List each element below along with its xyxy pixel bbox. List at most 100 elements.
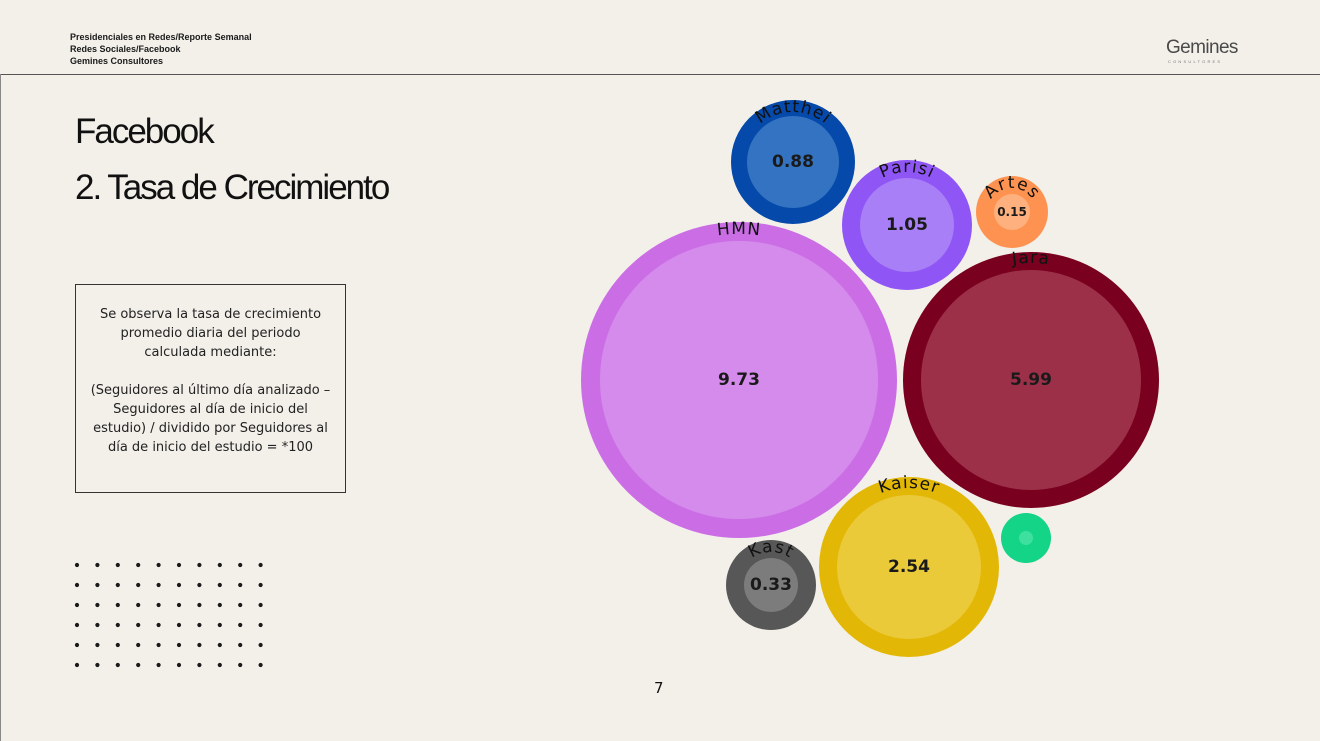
- decor-dot: [197, 602, 202, 608]
- header-divider: [0, 74, 1320, 75]
- decor-dot: [74, 582, 80, 588]
- decor-dot: [156, 642, 161, 648]
- decor-dot: [197, 622, 202, 628]
- decor-dot: [176, 642, 182, 648]
- page-title: Facebook 2. Tasa de Crecimiento: [75, 104, 390, 216]
- bubble-value-label: 0.33: [750, 575, 792, 595]
- decor-dot: [156, 582, 161, 588]
- decor-dot: [238, 622, 243, 628]
- title-metric: 2. Tasa de Crecimiento: [75, 168, 390, 207]
- decor-dot: [176, 562, 182, 568]
- title-network: Facebook: [75, 112, 215, 151]
- bubble-value-label: 9.73: [718, 370, 760, 390]
- report-header: Presidenciales en Redes/Reporte Semanal …: [70, 31, 252, 67]
- bubble-inner-circle: [994, 194, 1030, 230]
- decor-dot: [176, 662, 182, 668]
- bubble-value-label: 5.99: [1010, 370, 1052, 390]
- bubble-name-label: Jara: [1010, 248, 1051, 270]
- decor-dot: [115, 622, 120, 628]
- decor-dot: [136, 622, 141, 628]
- decor-dot: [217, 622, 222, 628]
- decor-dot: [115, 562, 120, 568]
- bubble-value-label: 1.05: [886, 215, 928, 235]
- bubble-unlabeled: [1001, 513, 1051, 563]
- decor-dot: [217, 662, 222, 668]
- header-line-company: Gemines Consultores: [70, 56, 164, 66]
- header-line-network: Redes Sociales/Facebook: [70, 44, 181, 54]
- decor-dot: [95, 562, 100, 568]
- decor-dot: [74, 562, 80, 568]
- decor-dot: [197, 642, 202, 648]
- note-intro: Se observa la tasa de crecimiento promed…: [99, 307, 322, 360]
- header-line-report: Presidenciales en Redes/Reporte Semanal: [70, 32, 252, 42]
- decor-dot: [217, 562, 222, 568]
- decor-dot: [197, 562, 202, 568]
- decor-dot: [95, 582, 100, 588]
- decor-dot: [217, 642, 222, 648]
- decor-dot: [258, 642, 263, 648]
- bubble-inner-circle: [837, 495, 981, 639]
- decor-dot: [95, 642, 100, 648]
- decor-dot: [74, 662, 80, 668]
- decor-dot: [258, 662, 263, 668]
- logo-tagline: CONSULTORES: [1168, 59, 1223, 64]
- decor-dot: [74, 602, 80, 608]
- note-formula: (Seguidores al último día analizado – Se…: [90, 383, 331, 455]
- bubble-value-label: 0.15: [997, 205, 1027, 219]
- decor-dot: [258, 622, 263, 628]
- bubble-name-label: HMN: [716, 219, 762, 240]
- decor-dot: [136, 562, 141, 568]
- decor-dot: [95, 602, 100, 608]
- decor-dot: [156, 562, 161, 568]
- bubble-inner-circle: [1019, 531, 1033, 545]
- methodology-note: Se observa la tasa de crecimiento promed…: [75, 284, 346, 493]
- decor-dot: [156, 602, 161, 608]
- bubble-hmn: 9.73 HMN: [581, 219, 897, 538]
- company-logo: Gemines CONSULTORES: [1166, 37, 1248, 65]
- page-number: 7: [654, 679, 664, 697]
- decor-dot: [156, 622, 161, 628]
- decor-dot: [156, 662, 161, 668]
- decor-dot: [238, 602, 243, 608]
- decor-dot: [197, 582, 202, 588]
- decor-dot: [197, 662, 202, 668]
- bubble-inner-circle: [744, 558, 798, 612]
- decor-dot: [115, 602, 120, 608]
- decor-dot: [136, 642, 141, 648]
- decor-dot: [136, 662, 141, 668]
- decor-dot: [115, 642, 120, 648]
- decor-dot: [258, 582, 263, 588]
- decor-dot: [95, 622, 100, 628]
- bubble-inner-circle: [747, 116, 839, 208]
- decor-dot: [95, 662, 100, 668]
- decor-dot: [74, 642, 80, 648]
- decor-dot: [176, 602, 182, 608]
- bubble-inner-circle: [921, 270, 1141, 490]
- decor-dot: [217, 582, 222, 588]
- decor-dot: [176, 582, 182, 588]
- bubble-jara: 5.99 Jara: [903, 248, 1159, 508]
- decor-dot: [238, 562, 243, 568]
- dot-grid-decoration: [74, 562, 263, 668]
- decor-dot: [238, 662, 243, 668]
- decor-dot: [217, 602, 222, 608]
- bubble-inner-circle: [860, 178, 954, 272]
- decor-dot: [115, 582, 120, 588]
- decor-dot: [238, 582, 243, 588]
- bubble-value-label: 2.54: [888, 557, 930, 577]
- logo-name: Gemines: [1166, 37, 1238, 58]
- decor-dot: [74, 622, 80, 628]
- decor-dot: [176, 622, 182, 628]
- left-divider: [0, 74, 1, 741]
- decor-dot: [238, 642, 243, 648]
- bubble-inner-circle: [600, 241, 878, 519]
- decor-dot: [258, 562, 263, 568]
- bubble-value-label: 0.88: [772, 152, 814, 172]
- decor-dot: [136, 582, 141, 588]
